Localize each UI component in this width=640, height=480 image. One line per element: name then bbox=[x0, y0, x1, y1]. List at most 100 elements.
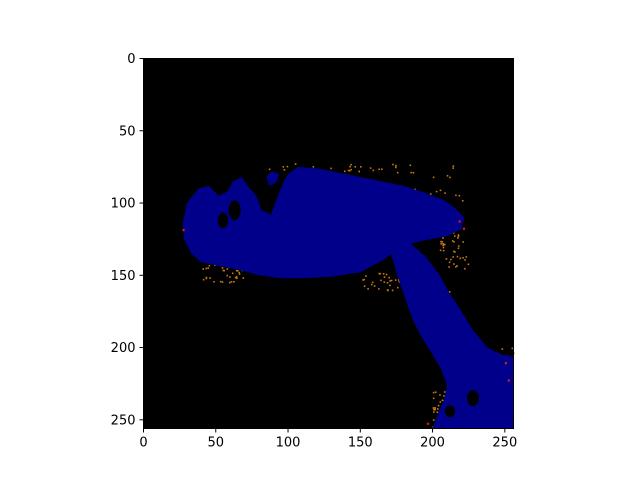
speckle-190 bbox=[465, 256, 468, 258]
speckle-121 bbox=[448, 291, 451, 293]
speckle-183 bbox=[442, 244, 444, 247]
speckle-358 bbox=[242, 277, 245, 279]
red-pixel-3 bbox=[504, 362, 507, 365]
region-tail bbox=[392, 243, 514, 429]
speckle-28 bbox=[268, 168, 271, 171]
speckle-359 bbox=[205, 267, 208, 270]
speckle-351 bbox=[221, 281, 224, 283]
speckle-66 bbox=[444, 192, 446, 194]
speckle-116 bbox=[386, 282, 389, 284]
speckle-330 bbox=[230, 281, 233, 283]
speckle-203 bbox=[432, 407, 435, 409]
speckle-33 bbox=[350, 168, 352, 171]
speckle-242 bbox=[501, 348, 504, 350]
speckle-353 bbox=[202, 278, 205, 281]
speckle-82 bbox=[398, 281, 401, 283]
speckle-160 bbox=[456, 255, 459, 258]
speckle-252 bbox=[511, 347, 514, 350]
speckle-331 bbox=[209, 277, 211, 279]
speckle-188 bbox=[448, 261, 451, 264]
speckle-113 bbox=[383, 281, 386, 283]
speckle-115 bbox=[363, 285, 366, 287]
speckle-219 bbox=[434, 407, 436, 409]
y-tick-label-3: 150 bbox=[111, 269, 136, 284]
x-tick-label-0: 0 bbox=[139, 436, 147, 451]
x-tick-label-2: 100 bbox=[276, 436, 301, 451]
speckle-164 bbox=[457, 235, 460, 238]
speckle-194 bbox=[457, 247, 460, 250]
speckle-64 bbox=[455, 194, 457, 197]
speckle-328 bbox=[213, 281, 215, 283]
speckle-35 bbox=[409, 164, 412, 167]
speckle-207 bbox=[432, 419, 435, 421]
speckle-18 bbox=[369, 167, 372, 169]
speckle-96 bbox=[363, 278, 365, 281]
speckle-336 bbox=[207, 267, 209, 269]
speckle-324 bbox=[223, 269, 225, 272]
speckle-81 bbox=[367, 288, 369, 290]
speckle-350 bbox=[222, 269, 225, 272]
speckle-171 bbox=[456, 265, 458, 267]
speckle-94 bbox=[389, 280, 391, 282]
x-tick-label-5: 250 bbox=[492, 436, 517, 451]
speckle-106 bbox=[378, 288, 380, 290]
speckle-327 bbox=[205, 276, 208, 279]
speckle-101 bbox=[378, 272, 381, 275]
speckle-109 bbox=[380, 279, 382, 282]
speckle-112 bbox=[388, 276, 390, 279]
speckle-181 bbox=[454, 251, 456, 253]
speckle-337 bbox=[229, 276, 231, 278]
speckle-352 bbox=[233, 281, 235, 283]
speckle-199 bbox=[445, 258, 448, 260]
speckle-92 bbox=[398, 279, 400, 281]
speckle-221 bbox=[441, 399, 444, 402]
speckle-347 bbox=[237, 270, 239, 272]
y-tick-label-1: 50 bbox=[119, 124, 136, 139]
speckle-60 bbox=[435, 190, 438, 193]
speckle-185 bbox=[444, 243, 446, 246]
speckle-191 bbox=[450, 258, 452, 261]
hole-0 bbox=[228, 200, 241, 221]
speckle-11 bbox=[449, 176, 451, 179]
speckle-333 bbox=[226, 268, 229, 270]
speckle-107 bbox=[394, 279, 397, 281]
speckle-7 bbox=[360, 166, 362, 168]
speckle-193 bbox=[462, 241, 464, 243]
speckle-180 bbox=[441, 241, 443, 243]
speckle-118 bbox=[383, 276, 386, 278]
speckle-161 bbox=[454, 235, 456, 237]
y-tick-label-4: 200 bbox=[111, 341, 136, 356]
speckle-0 bbox=[358, 170, 360, 173]
speckle-189 bbox=[453, 250, 455, 253]
speckle-67 bbox=[429, 193, 432, 195]
speckle-234 bbox=[436, 411, 439, 413]
speckle-220 bbox=[439, 394, 441, 396]
speckle-321 bbox=[226, 274, 228, 277]
hole-3 bbox=[444, 405, 455, 418]
speckle-202 bbox=[439, 401, 442, 403]
speckle-14 bbox=[344, 170, 346, 173]
speckle-198 bbox=[462, 257, 464, 259]
speckle-114 bbox=[379, 272, 381, 275]
speckle-59 bbox=[458, 194, 461, 197]
speckle-237 bbox=[434, 408, 436, 411]
speckle-212 bbox=[437, 404, 440, 407]
speckle-174 bbox=[458, 245, 460, 247]
speckle-238 bbox=[433, 411, 435, 413]
speckle-4 bbox=[378, 168, 380, 171]
speckle-163 bbox=[453, 232, 455, 234]
speckle-322 bbox=[219, 280, 222, 283]
red-pixel-0 bbox=[182, 229, 185, 232]
speckle-230 bbox=[443, 391, 446, 393]
speckle-111 bbox=[365, 275, 367, 277]
speckle-177 bbox=[459, 257, 462, 260]
y-tick-label-2: 100 bbox=[111, 197, 136, 212]
speckle-344 bbox=[231, 272, 234, 275]
speckle-325 bbox=[236, 277, 238, 279]
speckle-6 bbox=[392, 163, 394, 166]
speckle-104 bbox=[370, 283, 373, 286]
speckle-326 bbox=[235, 275, 238, 278]
image-regions bbox=[182, 166, 514, 429]
speckle-34 bbox=[312, 166, 315, 168]
speckle-205 bbox=[433, 408, 435, 411]
